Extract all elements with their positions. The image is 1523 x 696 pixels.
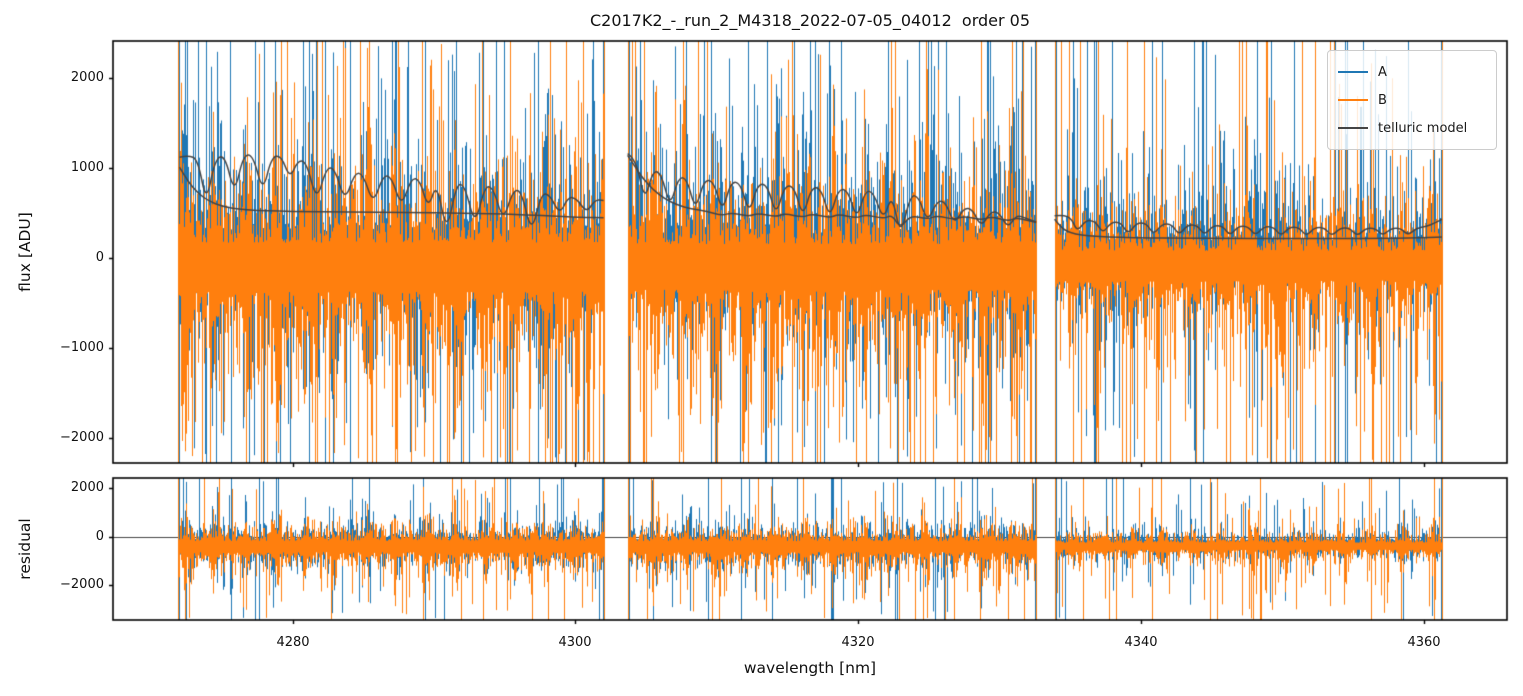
- legend-label-telluric-model: telluric model: [1378, 120, 1468, 136]
- legend-item-telluric-model: telluric model: [1338, 114, 1486, 142]
- legend-label-b: B: [1378, 92, 1387, 108]
- residual-tick-label: −2000: [60, 577, 104, 592]
- residual-axis-label: residual: [16, 518, 34, 580]
- wavelength-axis-label: wavelength [nm]: [743, 659, 877, 677]
- legend-label-a: A: [1378, 64, 1387, 80]
- flux-tick-label: 0: [95, 250, 104, 265]
- x-tick-label: 4360: [1407, 635, 1441, 650]
- flux-tick-label: −2000: [60, 430, 104, 445]
- flux-tick-label: 1000: [70, 160, 104, 175]
- flux-tick-label: 2000: [70, 70, 104, 85]
- legend-item-b: B: [1338, 86, 1486, 114]
- plot-title: C2017K2_-_run_2_M4318_2022-07-05_04012 o…: [589, 11, 1031, 30]
- legend-line-telluric-icon: [1338, 127, 1368, 129]
- flux-tick-label: −1000: [60, 340, 104, 355]
- legend-line-a-icon: [1338, 71, 1368, 73]
- flux-axis-label: flux [ADU]: [16, 212, 34, 292]
- residual-tick-label: 2000: [70, 480, 104, 495]
- x-tick-label: 4280: [276, 635, 310, 650]
- x-tick-label: 4320: [841, 635, 875, 650]
- legend-line-b-icon: [1338, 99, 1368, 101]
- x-tick-label: 4340: [1124, 635, 1158, 650]
- residual-tick-label: 0: [95, 529, 104, 544]
- legend-item-a: A: [1338, 58, 1486, 86]
- legend: A B telluric model: [1327, 50, 1497, 150]
- x-tick-label: 4300: [558, 635, 592, 650]
